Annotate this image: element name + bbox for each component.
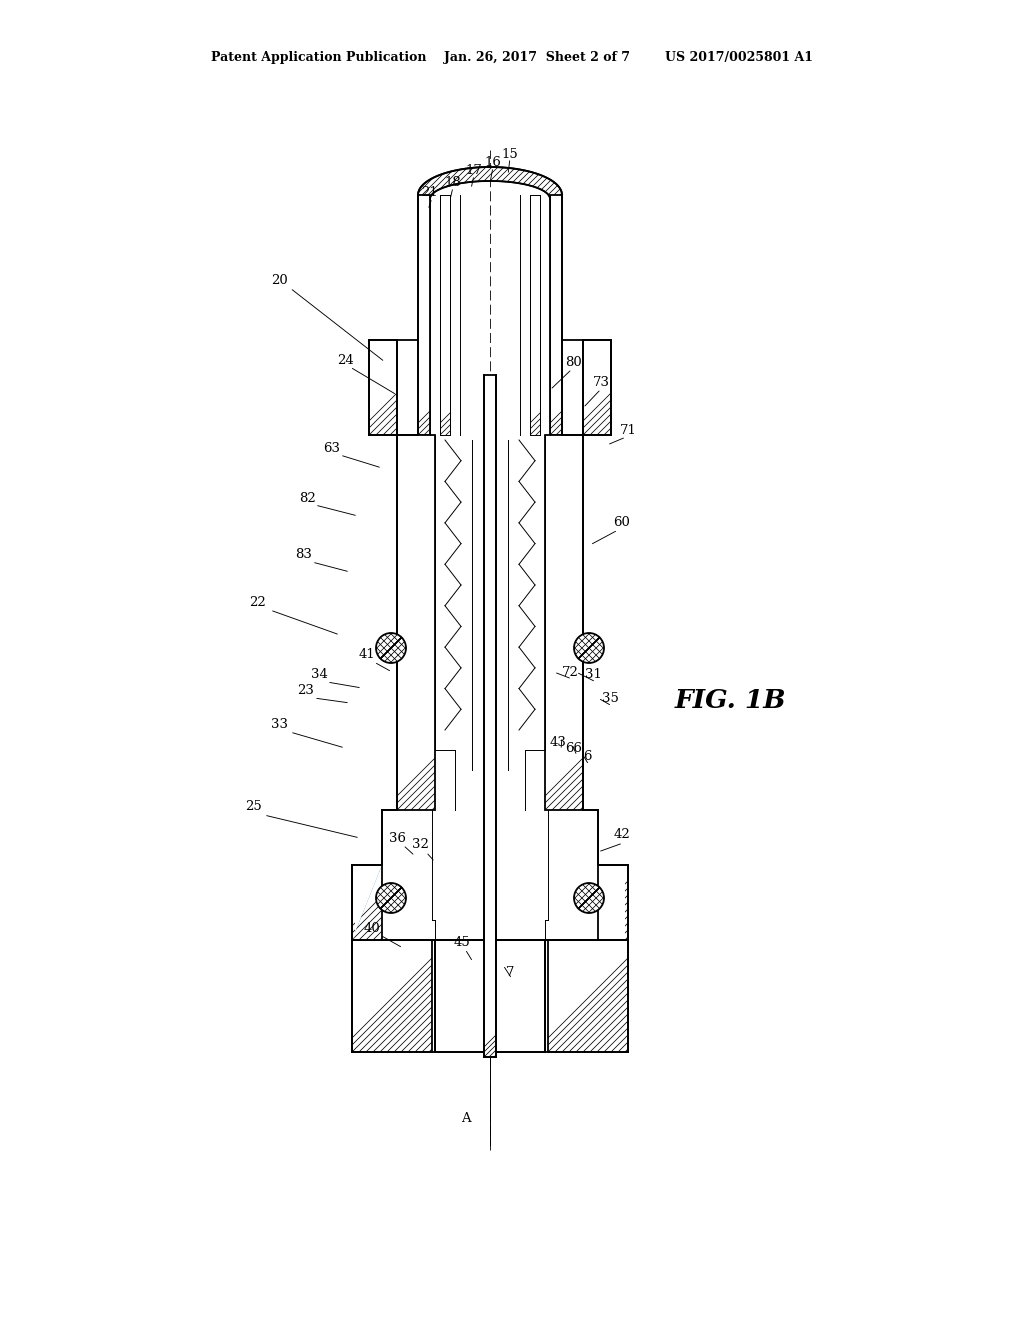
Text: 24: 24 — [337, 354, 353, 367]
Text: 72: 72 — [561, 665, 579, 678]
Text: 7: 7 — [506, 965, 514, 978]
Text: FIG. 1B: FIG. 1B — [675, 688, 786, 713]
Circle shape — [376, 883, 406, 913]
Text: 16: 16 — [484, 157, 502, 169]
Polygon shape — [418, 195, 430, 436]
Polygon shape — [550, 195, 562, 436]
Polygon shape — [583, 810, 628, 940]
Circle shape — [376, 883, 406, 913]
Text: 6: 6 — [583, 751, 591, 763]
Circle shape — [376, 634, 406, 663]
Polygon shape — [583, 810, 628, 940]
Text: 18: 18 — [444, 176, 462, 189]
Text: 43: 43 — [550, 737, 566, 750]
Text: 80: 80 — [564, 355, 582, 368]
Polygon shape — [530, 195, 540, 436]
Text: 36: 36 — [388, 832, 406, 845]
Text: 31: 31 — [585, 668, 601, 681]
Text: 35: 35 — [601, 692, 618, 705]
Polygon shape — [418, 168, 562, 199]
Text: 40: 40 — [364, 921, 380, 935]
Circle shape — [376, 634, 406, 663]
Polygon shape — [440, 195, 450, 436]
Text: Patent Application Publication    Jan. 26, 2017  Sheet 2 of 7        US 2017/002: Patent Application Publication Jan. 26, … — [211, 50, 813, 63]
Polygon shape — [583, 341, 611, 436]
Text: 20: 20 — [271, 273, 289, 286]
Text: 22: 22 — [250, 595, 266, 609]
Text: 17: 17 — [466, 165, 482, 177]
Polygon shape — [418, 168, 562, 199]
Polygon shape — [352, 940, 432, 1052]
Text: 32: 32 — [412, 837, 428, 850]
Polygon shape — [545, 436, 583, 810]
Polygon shape — [352, 810, 382, 940]
Polygon shape — [530, 195, 540, 436]
Polygon shape — [583, 341, 611, 436]
Text: 63: 63 — [324, 441, 341, 454]
Text: 45: 45 — [454, 936, 470, 949]
Text: 42: 42 — [613, 829, 631, 842]
Polygon shape — [369, 341, 397, 436]
Bar — [435, 940, 545, 1052]
Polygon shape — [550, 195, 562, 436]
Text: 82: 82 — [299, 491, 315, 504]
Text: 25: 25 — [246, 800, 262, 813]
Text: 73: 73 — [593, 375, 609, 388]
Polygon shape — [397, 436, 435, 810]
Polygon shape — [397, 436, 435, 810]
Polygon shape — [352, 940, 432, 1052]
Polygon shape — [352, 810, 397, 940]
Polygon shape — [352, 810, 382, 940]
Text: 60: 60 — [613, 516, 631, 528]
Text: 15: 15 — [502, 148, 518, 161]
Polygon shape — [440, 195, 450, 436]
Text: 23: 23 — [298, 684, 314, 697]
Text: 33: 33 — [271, 718, 289, 730]
Text: 21: 21 — [422, 186, 438, 199]
Circle shape — [574, 883, 604, 913]
Polygon shape — [545, 436, 583, 810]
Polygon shape — [484, 375, 496, 1057]
Circle shape — [574, 634, 604, 663]
Polygon shape — [352, 810, 397, 940]
Text: 66: 66 — [565, 742, 583, 755]
Polygon shape — [548, 940, 628, 1052]
Text: 83: 83 — [296, 548, 312, 561]
Polygon shape — [369, 341, 397, 436]
Text: 71: 71 — [620, 424, 637, 437]
Polygon shape — [548, 940, 628, 1052]
Polygon shape — [418, 195, 430, 436]
Text: A: A — [461, 1111, 471, 1125]
Circle shape — [574, 634, 604, 663]
Circle shape — [574, 883, 604, 913]
Text: 34: 34 — [310, 668, 328, 681]
Text: 41: 41 — [358, 648, 376, 661]
Polygon shape — [484, 375, 496, 1057]
